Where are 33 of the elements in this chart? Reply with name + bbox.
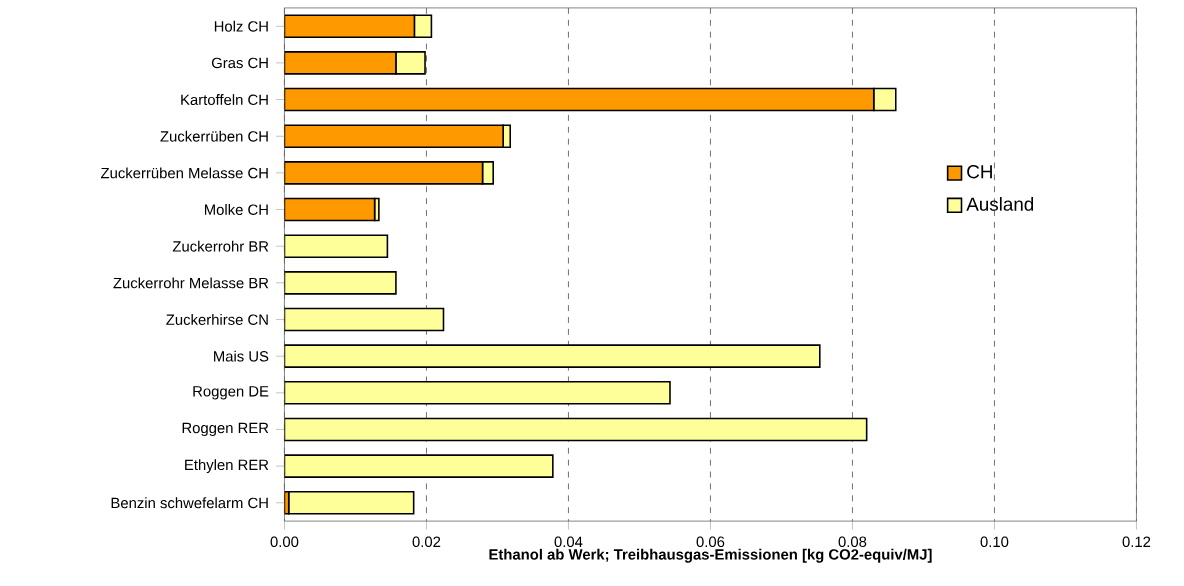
- x-tick-label: 0.12: [1122, 536, 1151, 547]
- y-tick-label: Zuckerrohr Melasse BR: [113, 277, 269, 289]
- y-tick-label: Zuckerrüben Melasse CH: [100, 167, 268, 179]
- bar: [284, 234, 389, 258]
- bar: [284, 270, 397, 295]
- legend-label: CH: [967, 164, 992, 179]
- y-tick-label: Zuckerrohr BR: [172, 240, 269, 252]
- y-tick-label: Molke CH: [204, 203, 268, 215]
- x-tick-label: 0.10: [980, 536, 1009, 547]
- bar: [284, 380, 671, 405]
- y-tick-label: Roggen RER: [182, 422, 269, 436]
- x-tick-label: 0.04: [554, 536, 583, 547]
- y-tick-label: Zuckerhirse CN: [166, 313, 268, 325]
- y-tick-label: Roggen DE: [193, 385, 269, 400]
- legend-label: Ausland: [966, 196, 1034, 211]
- bar: [284, 307, 445, 332]
- y-tick-label: Kartoffeln CH: [181, 93, 268, 105]
- x-tick-label: 0.00: [270, 536, 299, 547]
- y-tick-label: Zuckerrüben CH: [160, 130, 268, 142]
- y-tick-label: Holz CH: [214, 20, 268, 32]
- x-tick-label: 0.06: [696, 536, 725, 547]
- y-tick-label: Benzin schwefelarm CH: [111, 497, 268, 509]
- x-axis-title: Ethanol ab Werk; Treibhausgas-Emissionen [kg CO2-equiv/MJ]: [489, 548, 932, 563]
- y-tick-label: Ethylen RER: [185, 458, 269, 473]
- bar: [284, 417, 868, 442]
- bar: [287, 490, 415, 515]
- bar: [284, 344, 821, 368]
- x-tick-label: 0.02: [412, 536, 441, 547]
- x-tick-label: 0.08: [838, 536, 867, 547]
- bar: [284, 197, 376, 222]
- y-tick-label: Gras CH: [211, 57, 268, 68]
- y-tick-label: Mais US: [214, 350, 269, 362]
- bar: [284, 454, 554, 478]
